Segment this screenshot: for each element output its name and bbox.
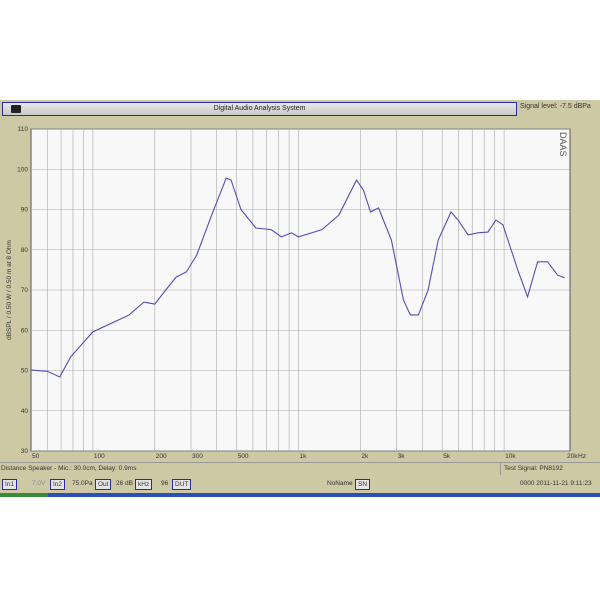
- x-tick-label: 300: [192, 453, 203, 460]
- x-tick-label: 500: [238, 453, 249, 460]
- pressure: 75.0Pa: [72, 480, 93, 487]
- x-tick-label: 100: [94, 453, 105, 460]
- x-tick-label: 3k: [398, 453, 406, 460]
- y-axis-label: dBSPL / 0.50 W / 0.50 m at 8 Ohm: [6, 240, 13, 340]
- y-tick-label: 100: [17, 166, 28, 173]
- distance-delay: Distance Speaker - Mic.: 30.0cm, Delay: …: [1, 465, 137, 472]
- gain: 26 dB: [116, 480, 133, 487]
- signal-level: Signal level: -7.5 dBPa: [520, 103, 591, 110]
- y-tick-label: 60: [21, 327, 29, 334]
- y-tick-label: 50: [21, 368, 29, 375]
- sn-button[interactable]: SN: [355, 479, 371, 490]
- x-tick-label: 10k: [505, 453, 516, 460]
- taskbar: [0, 493, 600, 497]
- x-tick-label: 20k: [567, 453, 578, 460]
- y-tick-label: 30: [21, 448, 29, 455]
- date-time: 0000 2011-11-21 9:11:23: [520, 480, 592, 487]
- x-tick-label: 200: [156, 453, 167, 460]
- daas-logo: DAAS: [558, 132, 568, 157]
- y-tick-label: 80: [21, 247, 29, 254]
- in2-button[interactable]: In2: [50, 479, 66, 490]
- y-tick-label: 70: [21, 287, 29, 294]
- y-tick-label: 90: [21, 207, 29, 214]
- x-axis-unit: Hz: [578, 453, 586, 460]
- response-curve: [30, 177, 565, 378]
- dut-name: NoName: [327, 480, 353, 487]
- sample-rate: 96: [161, 480, 169, 487]
- y-tick-label: 40: [21, 408, 29, 415]
- khz-button[interactable]: kHz: [135, 479, 153, 490]
- out-button[interactable]: Out: [95, 479, 112, 490]
- x-tick-label: 1k: [300, 453, 308, 460]
- printer-icon[interactable]: [11, 105, 21, 113]
- status-bar-info: Distance Speaker - Mic.: 30.0cm, Delay: …: [0, 462, 600, 475]
- x-tick-label: 5k: [443, 453, 451, 460]
- x-tick-label: 50: [32, 453, 40, 460]
- dut-button[interactable]: DUT: [172, 479, 192, 490]
- app-window: Digital Audio Analysis System Signal lev…: [0, 100, 600, 494]
- voltage: 7.0V: [32, 480, 46, 487]
- frequency-response-chart: 30 40 50 60 70 80 90 100 110 50 100 200 300 500 1k 2k 3k…: [6, 126, 586, 460]
- test-signal: Test Signal: PN8192: [500, 463, 563, 475]
- in1-button[interactable]: In1: [2, 479, 18, 490]
- title-bar: Digital Audio Analysis System: [2, 102, 517, 116]
- x-tick-label: 2k: [361, 453, 369, 460]
- window-title: Digital Audio Analysis System: [213, 105, 306, 112]
- y-tick-label: 110: [18, 126, 29, 133]
- status-bar-controls: In1 7.0V In2 75.0Pa Out 26 dB kHz 96 DUT…: [0, 477, 600, 491]
